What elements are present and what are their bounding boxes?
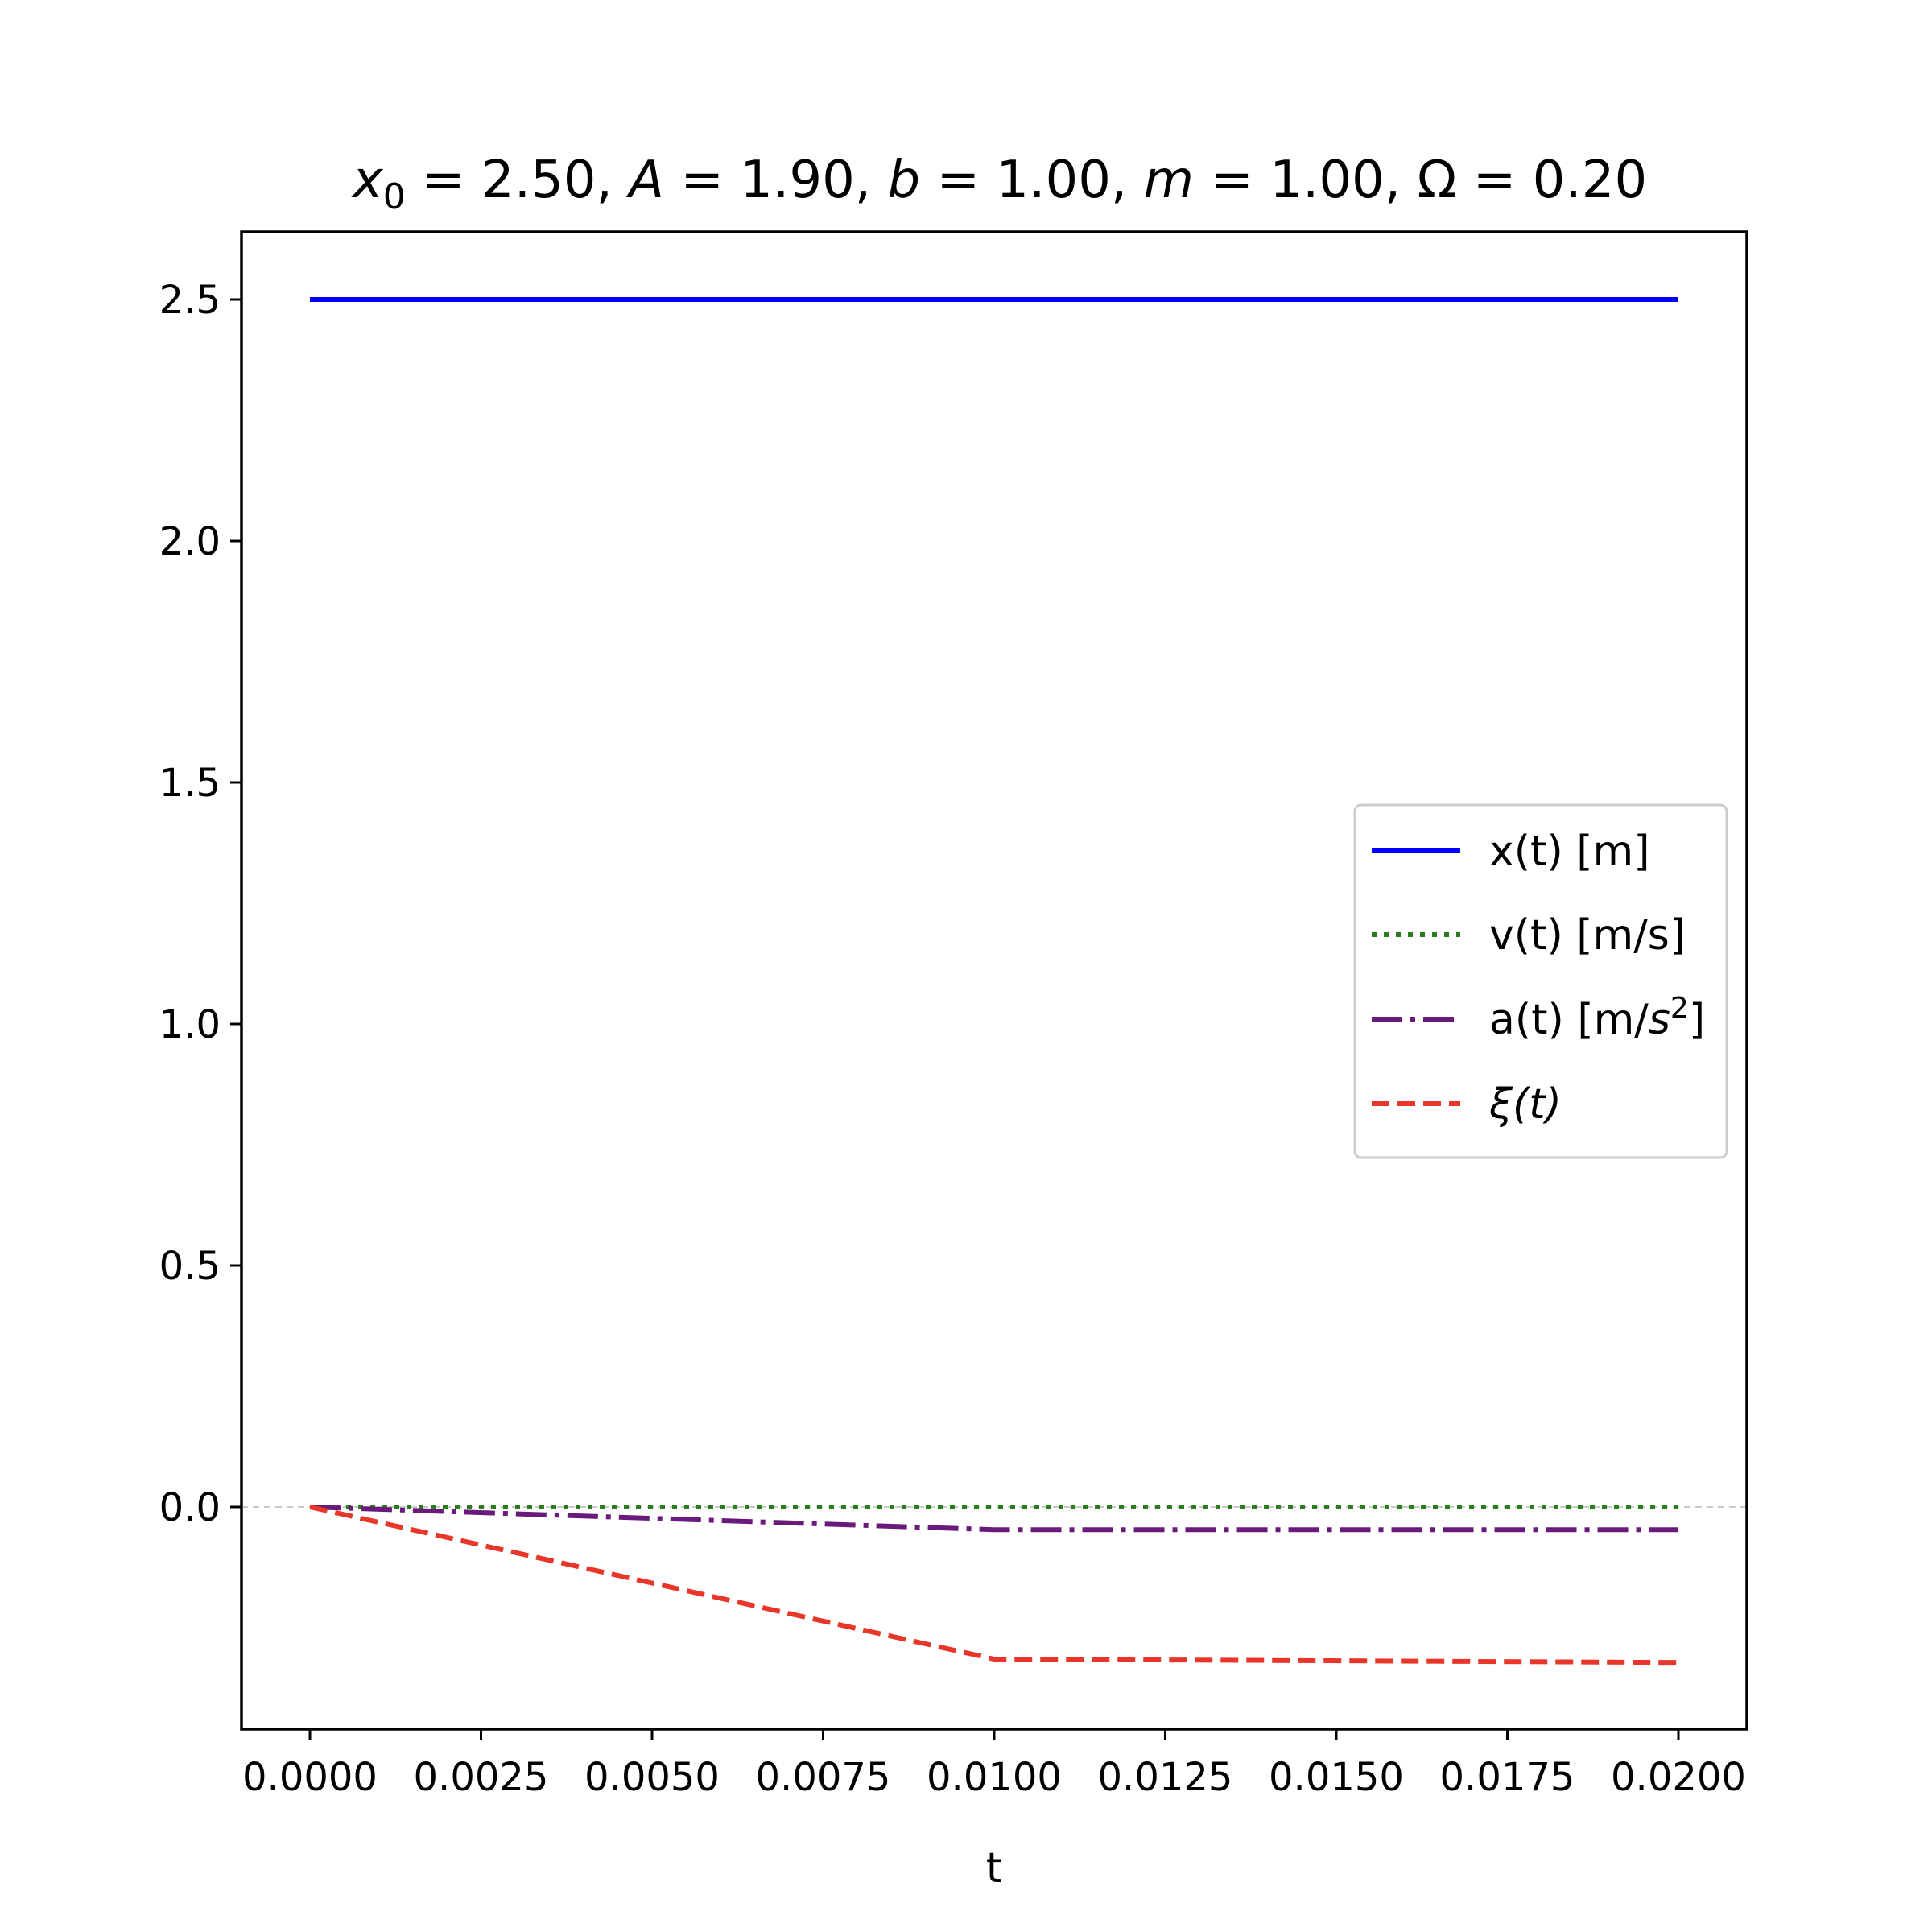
y-tick-label: 2.0 bbox=[159, 519, 221, 564]
x-tick-label: 0.0125 bbox=[1098, 1755, 1233, 1800]
title-b-symbol: b bbox=[887, 151, 920, 210]
y-tick-label: 1.5 bbox=[159, 761, 221, 806]
title-x0-symbol: x bbox=[351, 151, 384, 210]
legend-label-x: x(t) [m] bbox=[1489, 828, 1650, 876]
y-tick-label: 1.0 bbox=[159, 1002, 221, 1047]
x-tick-label: 0.0025 bbox=[414, 1755, 549, 1800]
legend-label-a-post: ] bbox=[1689, 996, 1705, 1044]
x-axis-label: t bbox=[986, 1844, 1002, 1893]
title-b-value: = 1.00, bbox=[920, 151, 1144, 210]
legend-label-a-s: s bbox=[1649, 996, 1670, 1044]
title-x0-subscript: 0 bbox=[383, 176, 406, 217]
chart-title: x0 = 2.50, A = 1.90, b = 1.00, m = 1.00,… bbox=[351, 151, 1647, 217]
title-m-value: = 1.00, bbox=[1194, 151, 1418, 210]
title-a-value: = 1.90, bbox=[664, 151, 888, 210]
x-tick-label: 0.0150 bbox=[1269, 1755, 1404, 1800]
legend-box bbox=[1353, 803, 1728, 1159]
ticks-layer: 0.0000 0.0025 0.0050 0.0075 0.0100 0.0125 0.01… bbox=[159, 278, 1746, 1800]
series-layer bbox=[309, 297, 1679, 1666]
legend-label-a-pre: a(t) [m/ bbox=[1489, 996, 1649, 1044]
y-tick-label: 0.0 bbox=[159, 1485, 221, 1530]
legend-label-xi-arg: (t) bbox=[1513, 1080, 1562, 1129]
x-tick-label: 0.0050 bbox=[584, 1755, 720, 1800]
x-tick-label: 0.0200 bbox=[1611, 1755, 1746, 1800]
legend-label-xi-symbol: ξ bbox=[1488, 1080, 1513, 1129]
y-tick-label: 0.5 bbox=[159, 1244, 221, 1289]
legend-label-xi: ξ(t) bbox=[1488, 1080, 1562, 1129]
legend: x(t) [m] v(t) [m/s] a(t) [m/s2] ξ(t) bbox=[1353, 803, 1728, 1159]
axes-frame bbox=[240, 230, 1748, 1731]
x-tick-label: 0.0175 bbox=[1440, 1755, 1575, 1800]
y-tick-label: 2.5 bbox=[159, 278, 221, 323]
x-tick-label: 0.0075 bbox=[756, 1755, 891, 1800]
title-m-symbol: m bbox=[1144, 151, 1194, 210]
x-tick-label: 0.0100 bbox=[927, 1755, 1062, 1800]
series-line-a-t-m-s2 bbox=[309, 1505, 1678, 1533]
x-tick-label: 0.0000 bbox=[242, 1755, 378, 1800]
legend-label-a: a(t) [m/s2] bbox=[1489, 992, 1705, 1044]
series-line-t bbox=[309, 1505, 1679, 1666]
title-x0-value: = 2.50, bbox=[406, 151, 630, 210]
legend-label-v: v(t) [m/s] bbox=[1489, 911, 1686, 960]
title-a-symbol: A bbox=[625, 151, 664, 210]
legend-label-a-sup: 2 bbox=[1670, 992, 1689, 1025]
title-omega-value: Ω = 0.20 bbox=[1417, 151, 1647, 210]
